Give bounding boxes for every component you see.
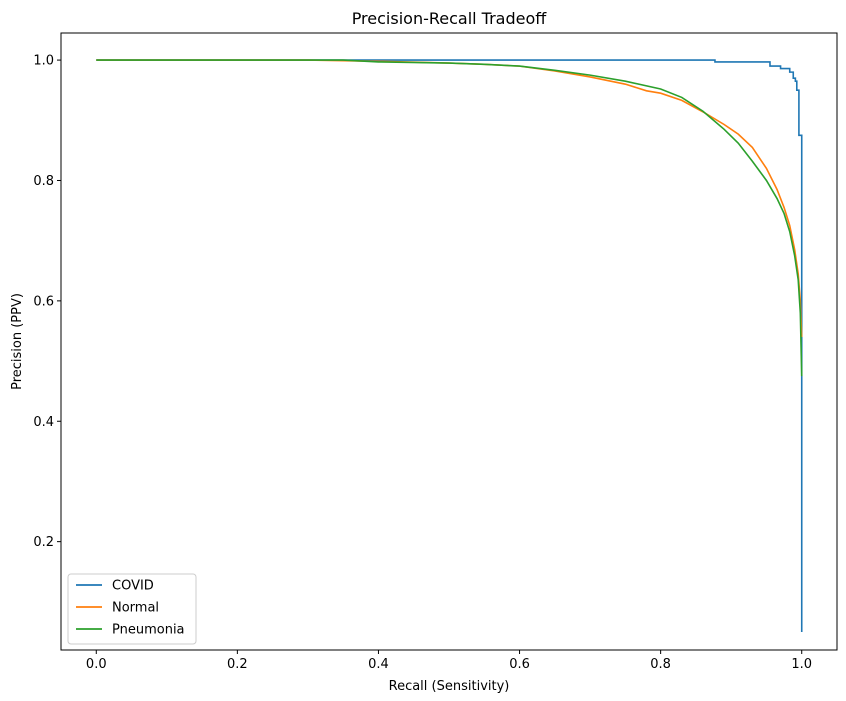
plot-frame — [60, 32, 838, 651]
y-tick-label: 0.4 — [33, 415, 54, 430]
x-tick-label: 0.8 — [650, 657, 671, 672]
legend: COVID Normal Pneumonia — [67, 573, 197, 645]
x-tick-label: 1.0 — [791, 657, 812, 672]
series-line-pneumonia — [96, 59, 803, 377]
series-line-normal — [96, 59, 803, 338]
x-tick-label: 0.0 — [86, 657, 107, 672]
x-tick-label: 0.6 — [509, 657, 530, 672]
legend-label-pneumonia: Pneumonia — [112, 623, 185, 638]
series-line-covid — [96, 59, 803, 632]
y-tick-label: 0.8 — [33, 174, 54, 189]
legend-items: COVID Normal Pneumonia — [76, 579, 185, 638]
y-tick-label: 0.2 — [33, 535, 54, 550]
plot-area — [96, 59, 803, 632]
chart-title: Precision-Recall Tradeoff — [352, 9, 548, 28]
legend-label-covid: COVID — [112, 579, 154, 594]
legend-label-normal: Normal — [112, 601, 159, 616]
y-axis-title: Precision (PPV) — [10, 293, 25, 390]
y-tick-label: 0.6 — [33, 294, 54, 309]
y-axis: 0.2 0.4 0.6 0.8 1.0 — [33, 54, 61, 550]
x-tick-label: 0.2 — [227, 657, 248, 672]
x-axis-title: Recall (Sensitivity) — [389, 679, 510, 694]
y-tick-label: 1.0 — [33, 54, 54, 69]
legend-box — [67, 573, 197, 645]
x-axis: 0.0 0.2 0.4 0.6 0.8 1.0 — [86, 650, 812, 672]
x-tick-label: 0.4 — [368, 657, 389, 672]
